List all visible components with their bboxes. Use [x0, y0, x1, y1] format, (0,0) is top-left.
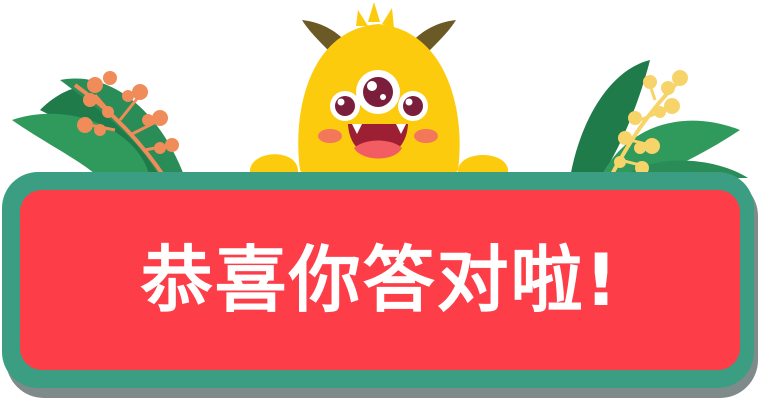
leaf-with-yellow-berries-icon: [570, 60, 748, 179]
three-eyed-yellow-monster-icon: [250, 2, 508, 190]
leaf-with-orange-berries-icon: [12, 71, 185, 180]
congratulations-message: 恭喜你答对啦!: [140, 238, 620, 322]
message-banner: [2, 172, 758, 398]
